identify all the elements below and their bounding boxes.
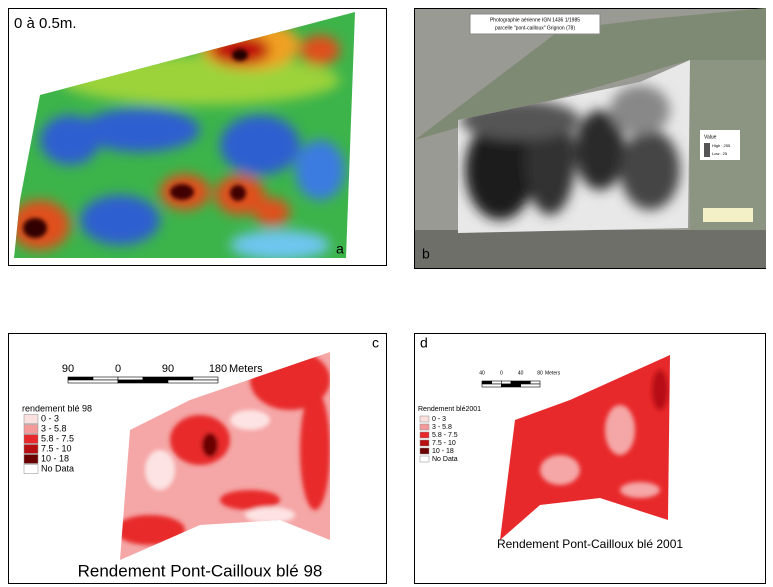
legend-swatch <box>420 424 429 430</box>
legend-label: 0 - 3 <box>41 413 59 423</box>
scale-label: 80 <box>537 370 543 376</box>
scale-segment <box>492 381 502 384</box>
legend-swatch <box>420 456 429 462</box>
photo-subtitle: parcelle "pont-cailloux" Grignon (78) <box>495 25 575 31</box>
legend-ramp <box>704 143 710 157</box>
scale-segment <box>118 377 143 380</box>
panel-title: 0 à 0.5m. <box>14 15 77 32</box>
panel-b: Photographie aérienne IGN 1436 1/1985 pa… <box>415 8 767 269</box>
scale-segment <box>118 380 168 383</box>
scale-segment <box>501 381 511 384</box>
scale-unit: Meters <box>229 363 263 375</box>
legend-swatch <box>24 425 38 434</box>
scale-unit: Meters <box>545 370 561 376</box>
scale-label: 0 <box>115 363 121 375</box>
scale-box <box>703 208 753 222</box>
legend-swatch <box>24 445 38 454</box>
panel-a: 0 à 0.5m. a <box>8 8 388 266</box>
scale-label: 180 <box>209 363 227 375</box>
legend-swatch <box>24 415 38 424</box>
scale-segment <box>521 381 531 384</box>
caption: Rendement Pont-Cailloux blé 98 <box>78 561 323 580</box>
legend-label: No Data <box>41 463 74 473</box>
buildings <box>415 230 766 268</box>
scale-label: 90 <box>162 363 174 375</box>
legend-label: No Data <box>432 456 458 463</box>
legend-swatch <box>24 465 38 474</box>
legend-label: 10 - 18 <box>41 453 69 463</box>
legend-label: 0 - 3 <box>432 416 446 423</box>
legend-label: 7.5 - 10 <box>432 440 456 447</box>
scale-segment <box>482 381 492 384</box>
scale-segment <box>193 377 218 380</box>
panel-letter: d <box>420 335 428 351</box>
legend-title: Value <box>704 134 717 140</box>
legend-label: 7.5 - 10 <box>41 443 72 453</box>
caption: Rendement Pont-Cailloux blé 2001 <box>497 537 683 551</box>
legend-swatch <box>24 455 38 464</box>
scale-segment <box>68 377 93 380</box>
photo-title: Photographie aérienne IGN 1436 1/1985 <box>490 17 580 23</box>
scale-label: 0 <box>500 370 503 376</box>
legend-high: High : 255 <box>712 143 731 148</box>
legend-swatch <box>420 448 429 454</box>
scale-segment <box>501 384 520 387</box>
legend-label: 3 - 5.8 <box>41 423 67 433</box>
legend-swatch <box>420 432 429 438</box>
scale-segment <box>521 384 540 387</box>
legend-low: Low : 25 <box>712 151 728 156</box>
legend-swatch <box>420 440 429 446</box>
legend-label: 3 - 5.8 <box>432 424 452 431</box>
panel-letter: c <box>372 335 379 351</box>
figure: 0 à 0.5m. a Photographie aérienne IGN 14… <box>0 0 773 587</box>
legend-label: 10 - 18 <box>432 448 454 455</box>
legend-label: 5.8 - 7.5 <box>41 433 74 443</box>
panel-letter: b <box>422 246 430 262</box>
legend-swatch <box>24 435 38 444</box>
scale-segment <box>511 381 521 384</box>
scale-segment <box>143 377 168 380</box>
scale-segment <box>530 381 540 384</box>
scale-label: 40 <box>479 370 485 376</box>
scale-segment <box>93 377 118 380</box>
scale-segment <box>168 380 218 383</box>
scale-segment <box>482 384 501 387</box>
scale-label: 40 <box>518 370 524 376</box>
scale-label: 90 <box>62 363 74 375</box>
scale-segment <box>168 377 193 380</box>
legend-title: Rendement blé2001 <box>418 406 481 413</box>
legend-title: rendement blé 98 <box>22 403 92 413</box>
legend-label: 5.8 - 7.5 <box>432 432 458 439</box>
scale-segment <box>68 380 118 383</box>
legend-swatch <box>420 416 429 422</box>
panel-letter: a <box>336 241 344 257</box>
